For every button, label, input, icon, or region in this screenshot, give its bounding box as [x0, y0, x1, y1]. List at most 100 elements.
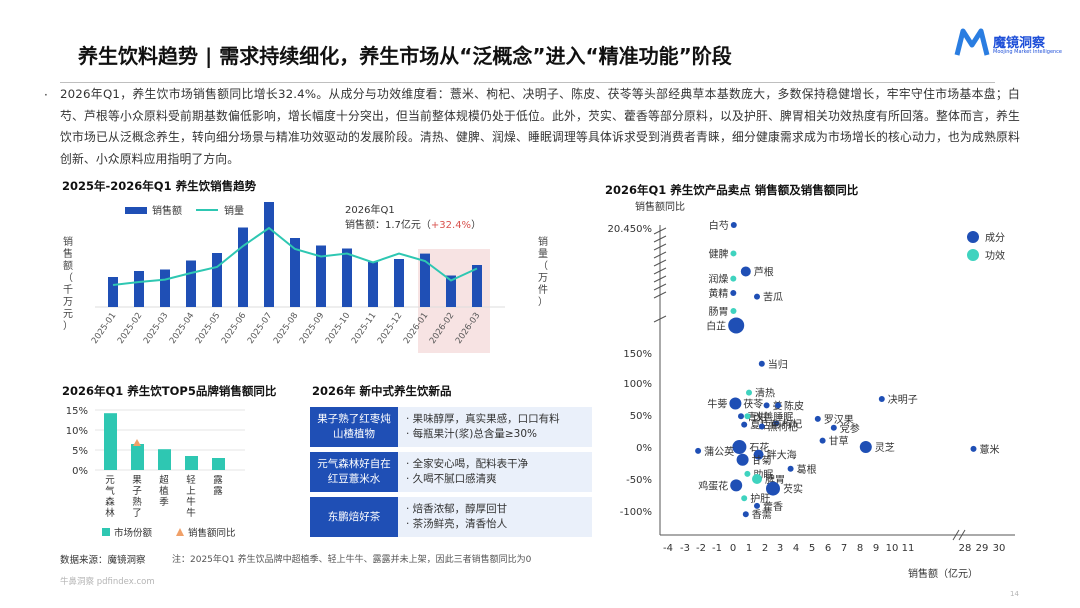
scatter-point [787, 465, 794, 472]
scatter-x-tick: 3 [777, 543, 783, 554]
trend-x-tick: 2025-03 [142, 311, 171, 346]
new-product-point: · 全家安心喝，配料表干净 [406, 458, 529, 470]
trend-x-tick: 2025-06 [220, 311, 249, 346]
legend-line-label: 销量 [224, 204, 244, 217]
scatter-x-label: 销售额（亿元） [908, 567, 978, 580]
scatter-y-tick: 0% [636, 443, 652, 454]
new-product-desc: · 果味醇厚，真实果感，口口有料 · 每瓶果汁(浆)总含量≥30% [398, 407, 592, 447]
scatter-point [878, 396, 885, 402]
scatter-point-label: 茯苓 [743, 397, 763, 410]
scatter-x-tick: 10 [886, 543, 899, 554]
y-axis-break-mark [653, 283, 667, 291]
new-product-point: · 久喝不腻口感清爽 [406, 473, 497, 485]
scatter-point [730, 222, 737, 228]
scatter-point-label: 苦瓜 [763, 291, 783, 304]
scatter-point [736, 453, 749, 466]
right-axis-label-char: ） [538, 296, 548, 308]
left-axis-label-char: 千 [63, 284, 73, 296]
scatter-x-tick: -4 [663, 543, 673, 554]
top5-x-label-char: 气 [105, 485, 115, 497]
new-product-row: 元气森林好自在红豆薏米水 · 全家安心喝，配料表干净 · 久喝不腻口感清爽 [310, 452, 592, 492]
scatter-point [730, 479, 743, 492]
top5-y-tick: 15% [66, 406, 88, 417]
trend-line [112, 226, 478, 286]
scatter-x-tick: 6 [825, 543, 831, 554]
trend-x-tick: 2025-04 [168, 311, 197, 346]
top5-bar [158, 449, 171, 470]
trend-bar [290, 238, 300, 307]
scatter-x-tick: 4 [793, 543, 799, 554]
trend-bar [238, 227, 248, 307]
trend-x-tick: 2025-10 [324, 311, 353, 346]
scatter-point [742, 511, 749, 518]
trend-x-tick: 2025-11 [350, 311, 379, 346]
top5-x-label-char: 季 [159, 496, 169, 508]
scatter-point-label: 枸杞 [782, 417, 802, 430]
new-product-brand: 东鹏焙好茶 [310, 497, 398, 537]
left-axis-label-char: 元 [63, 309, 73, 320]
right-axis-label-char: 量 [538, 248, 548, 260]
logo-name: 魔镜洞察 [993, 36, 1046, 51]
top5-x-label-char: 露 [213, 475, 223, 486]
trend-x-tick: 2025-07 [246, 311, 275, 346]
y-axis-break-mark [653, 267, 667, 275]
left-axis-label-char: 售 [63, 247, 73, 260]
annotation-line1: 2026年Q1 [345, 203, 395, 216]
bullet-dot: · [44, 88, 48, 102]
y-axis-break-mark [653, 291, 667, 299]
scatter-point-label: 夏枯草 [750, 419, 780, 432]
y-axis-break-mark [653, 259, 667, 267]
top5-x-label-char: 元 [105, 475, 115, 486]
scatter-point [730, 308, 737, 315]
scatter-point-label: 健脾 [708, 247, 728, 260]
scatter-point-label: 青柑 [747, 410, 767, 423]
scatter-x-tick: 0 [730, 543, 736, 554]
scatter-point [753, 449, 764, 460]
scatter-point [814, 415, 821, 422]
y-axis-break-mark [653, 235, 667, 243]
scatter-chart: 销售额同比 20.450% 150% 100% 50% 0% -50% -100% -4 -3 -2… [608, 200, 1015, 580]
scatter-point-label: 肠胃 [708, 306, 728, 318]
scatter-point-label: 清热 [755, 387, 775, 400]
top5-x-label-char: 牛 [186, 496, 196, 508]
trend-bar [134, 271, 144, 307]
scatter-point [758, 423, 765, 430]
scatter-x-tick: 1 [746, 543, 752, 554]
trend-x-tick: 2026-02 [428, 311, 457, 346]
legend-ingredient-dot [967, 231, 979, 243]
new-product-point: · 焙香浓郁，醇厚回甘 [406, 503, 508, 515]
scatter-x-tick: 28 [959, 543, 972, 554]
scatter-point [741, 421, 748, 428]
top5-legend-share-swatch [102, 528, 110, 536]
scatter-point [746, 389, 752, 396]
top5-bar [104, 413, 117, 470]
top5-x-label-char: 牛 [186, 507, 196, 519]
top5-x-label-char: 森 [105, 496, 115, 508]
y-axis-break-mark [653, 315, 667, 323]
scatter-point-label: 葛根 [797, 463, 817, 476]
new-product-row: 东鹏焙好茶 · 焙香浓郁，醇厚回甘 · 茶汤鲜亮，清香怡人 [310, 497, 592, 537]
y-axis-break-mark [653, 275, 667, 283]
scatter-point [695, 447, 702, 454]
right-axis-label-char: 件 [538, 284, 548, 296]
annotation-line2: 销售额：1.7亿元（+32.4%） [345, 218, 481, 231]
scatter-point-label: 石花 [749, 441, 769, 454]
scatter-y-tick: 100% [623, 379, 652, 390]
y-axis-break-mark [653, 243, 667, 251]
new-product-brand: 元气森林好自在红豆薏米水 [310, 452, 398, 492]
legend-effect-dot [967, 249, 979, 261]
top5-bar [185, 456, 198, 470]
scatter-point [730, 250, 737, 257]
top5-bar [212, 458, 225, 470]
scatter-point [744, 470, 751, 477]
scatter-point-label: 香薷 [752, 508, 772, 521]
trend-x-tick: 2025-05 [194, 311, 223, 346]
scatter-point [730, 275, 737, 282]
trend-bar [394, 259, 404, 307]
scatter-point-label: 改善睡眠 [753, 410, 793, 423]
trend-bar [472, 265, 482, 307]
new-product-brand: 果子熟了红枣炖山楂植物 [310, 407, 398, 447]
scatter-x-tick: 9 [873, 543, 879, 554]
trend-bar [264, 202, 274, 307]
